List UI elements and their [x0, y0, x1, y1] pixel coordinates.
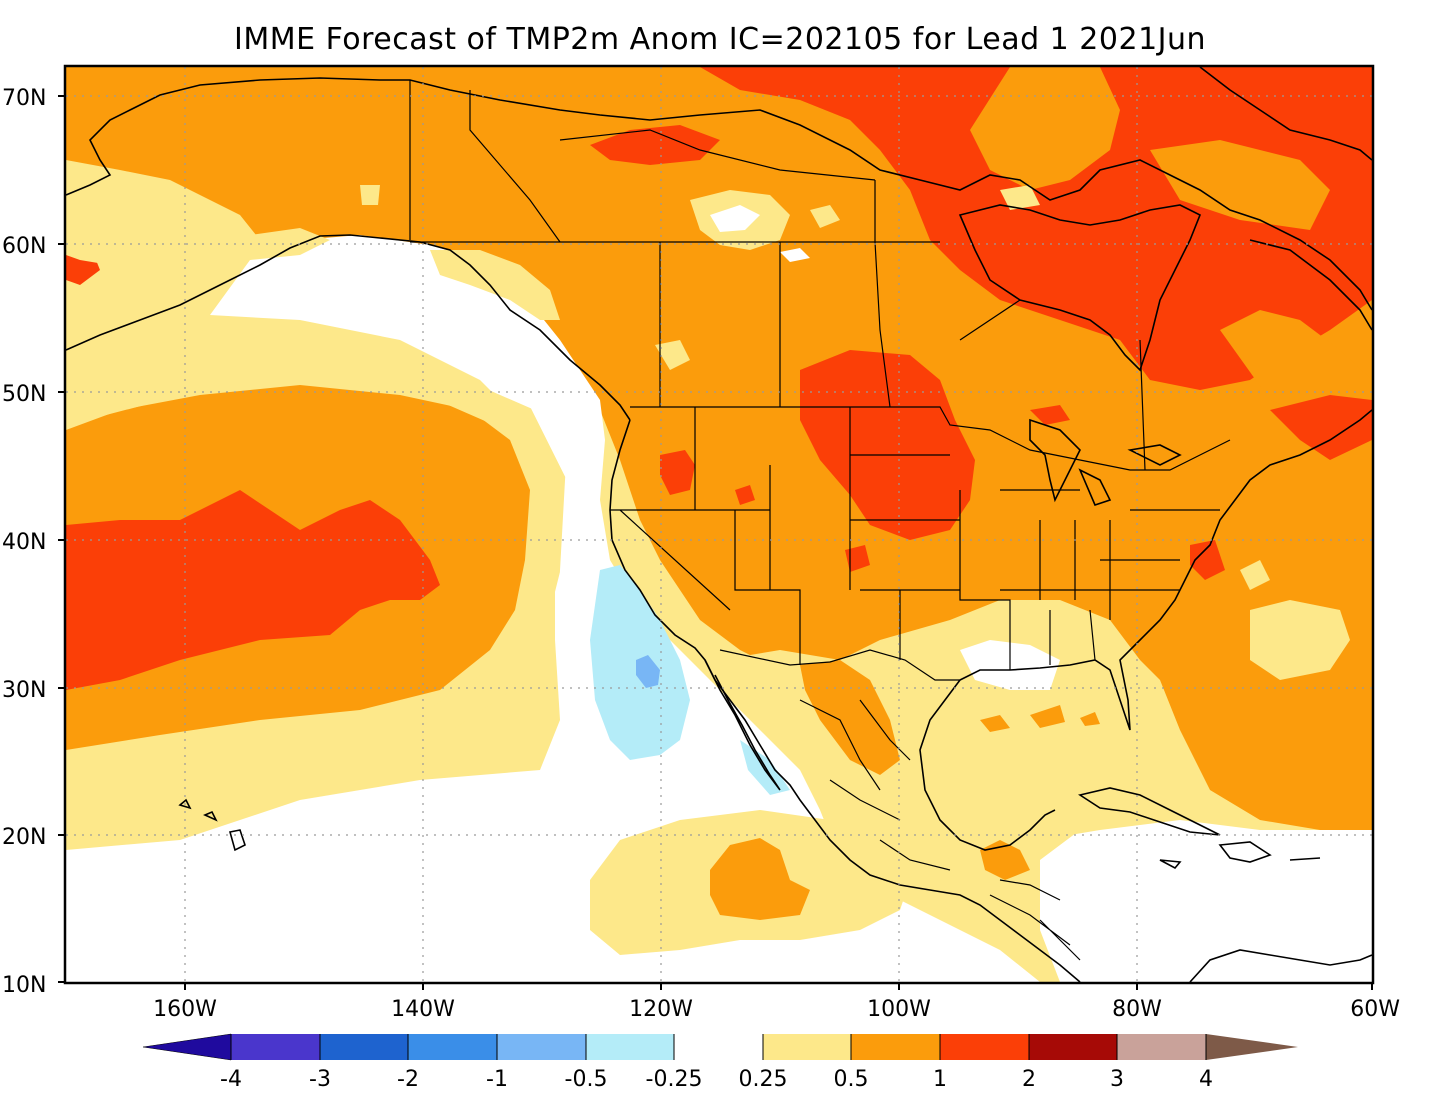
anomaly-field	[66, 67, 1372, 982]
political-borders	[409, 80, 1231, 961]
anomaly-region-orange-mexico	[800, 660, 900, 775]
colorbar-swatch-pos3	[1117, 1034, 1206, 1060]
coastline-us-west	[609, 419, 1081, 982]
anomaly-region-pale-yellow-atlantic	[1240, 560, 1350, 680]
coastline-north	[66, 77, 1372, 311]
colorbar-label: -3	[309, 1067, 331, 1092]
gridlines	[66, 67, 1372, 982]
map-frame	[63, 64, 1375, 985]
coastline-hudson-bay	[958, 204, 1202, 372]
anomaly-region-orange-labrador	[1220, 310, 1372, 420]
lat-labels: 70N 60N 50N 40N 30N 20N 10N	[2, 86, 46, 998]
coastline-great-lakes	[1029, 418, 1182, 506]
colorbar-label: 0.25	[739, 1067, 788, 1092]
border-canada-territories	[559, 129, 876, 181]
colorbar-swatch-neutral	[674, 1034, 763, 1060]
anomaly-region-orange-gulf-spots	[980, 705, 1100, 880]
anomaly-region-orange-east-pacific	[710, 838, 810, 920]
lat-label-50n: 50N	[2, 382, 46, 407]
map-title: IMME Forecast of TMP2m Anom IC=202105 fo…	[233, 22, 1207, 57]
colorbar-swatch-neg4	[231, 1034, 320, 1060]
coastline-gulf-east	[959, 409, 1372, 731]
anomaly-region-pale-yellow-alaska	[66, 175, 330, 270]
coastline-mexico-gulf	[919, 679, 1056, 851]
lat-label-20n: 20N	[2, 825, 46, 850]
lat-label-30n: 30N	[2, 678, 46, 703]
coastline-baja	[704, 659, 781, 791]
colorbar-swatch-neg3	[320, 1034, 408, 1060]
coastline-hawaii	[178, 798, 246, 852]
coastlines	[66, 67, 1372, 982]
anomaly-region-red-plains	[800, 350, 975, 540]
border-us-mexico	[719, 649, 960, 681]
lon-label-160w: 160W	[153, 997, 217, 1022]
lat-label-60n: 60N	[2, 234, 46, 259]
colorbar-swatch-neg1	[497, 1034, 586, 1060]
colorbar-swatch-pos025	[763, 1034, 851, 1060]
colorbar-labels: -4 -3 -2 -1 -0.5 -0.25 0.25 0.5 1 2 3 4	[220, 1067, 1213, 1092]
coastline-south-america	[1189, 949, 1372, 982]
colorbar-label: 3	[1110, 1067, 1124, 1092]
colorbar-label: -2	[397, 1067, 419, 1092]
coastline-hispaniola	[1159, 841, 1321, 870]
lat-label-40n: 40N	[2, 530, 46, 555]
colorbar-label: 0.5	[834, 1067, 869, 1092]
coastline-baffin	[1199, 67, 1372, 331]
colorbar-label: -1	[486, 1067, 508, 1092]
lat-label-70n: 70N	[2, 86, 46, 111]
colorbar-swatch-neg05	[586, 1034, 674, 1060]
lon-label-100w: 100W	[867, 997, 931, 1022]
border-us-canada	[630, 406, 1231, 471]
anomaly-region-white-caribbean	[1040, 820, 1372, 982]
colorbar-swatch-pos05	[851, 1034, 940, 1060]
colorbar-swatch-pos1	[940, 1034, 1029, 1060]
colorbar-swatch-pos2	[1029, 1034, 1117, 1060]
coastline-alaska-south	[66, 234, 631, 421]
border-us-states	[610, 407, 1220, 670]
anomaly-region-pale-yellow-pacific-ring	[66, 349, 566, 785]
lon-label-120w: 120W	[629, 997, 693, 1022]
lon-label-60w: 60W	[1350, 997, 1400, 1022]
border-mexico-states	[799, 699, 951, 871]
border-central-america	[989, 879, 1081, 961]
colorbar-label: 1	[933, 1067, 947, 1092]
anomaly-region-orange-canada-inner	[970, 67, 1330, 230]
colorbar-label: -0.25	[646, 1067, 703, 1092]
lon-labels: 160W 140W 120W 100W 80W 60W	[153, 997, 1400, 1022]
border-canada-provinces	[469, 90, 1146, 471]
colorbar	[142, 1033, 1298, 1061]
colorbar-label: 2	[1022, 1067, 1036, 1092]
colorbar-swatch-neg2	[408, 1034, 497, 1060]
lon-label-140w: 140W	[391, 997, 455, 1022]
colorbar-arrow-low	[142, 1033, 232, 1061]
anomaly-region-red-nw-canada	[590, 125, 720, 165]
lon-label-80w: 80W	[1112, 997, 1162, 1022]
anomaly-region-white-yukon-lakes	[710, 205, 810, 262]
colorbar-label: -0.5	[565, 1067, 608, 1092]
colorbar-label: 4	[1199, 1067, 1213, 1092]
colorbar-label: -4	[220, 1067, 242, 1092]
colorbar-arrow-high	[1206, 1034, 1298, 1060]
anomaly-region-mid-blue	[636, 655, 660, 688]
tick-marks	[58, 95, 1373, 990]
lat-label-10n: 10N	[2, 973, 46, 998]
anomaly-region-pale-yellow-yukon	[360, 185, 1040, 250]
anomaly-region-pale-yellow-bc	[430, 250, 690, 370]
